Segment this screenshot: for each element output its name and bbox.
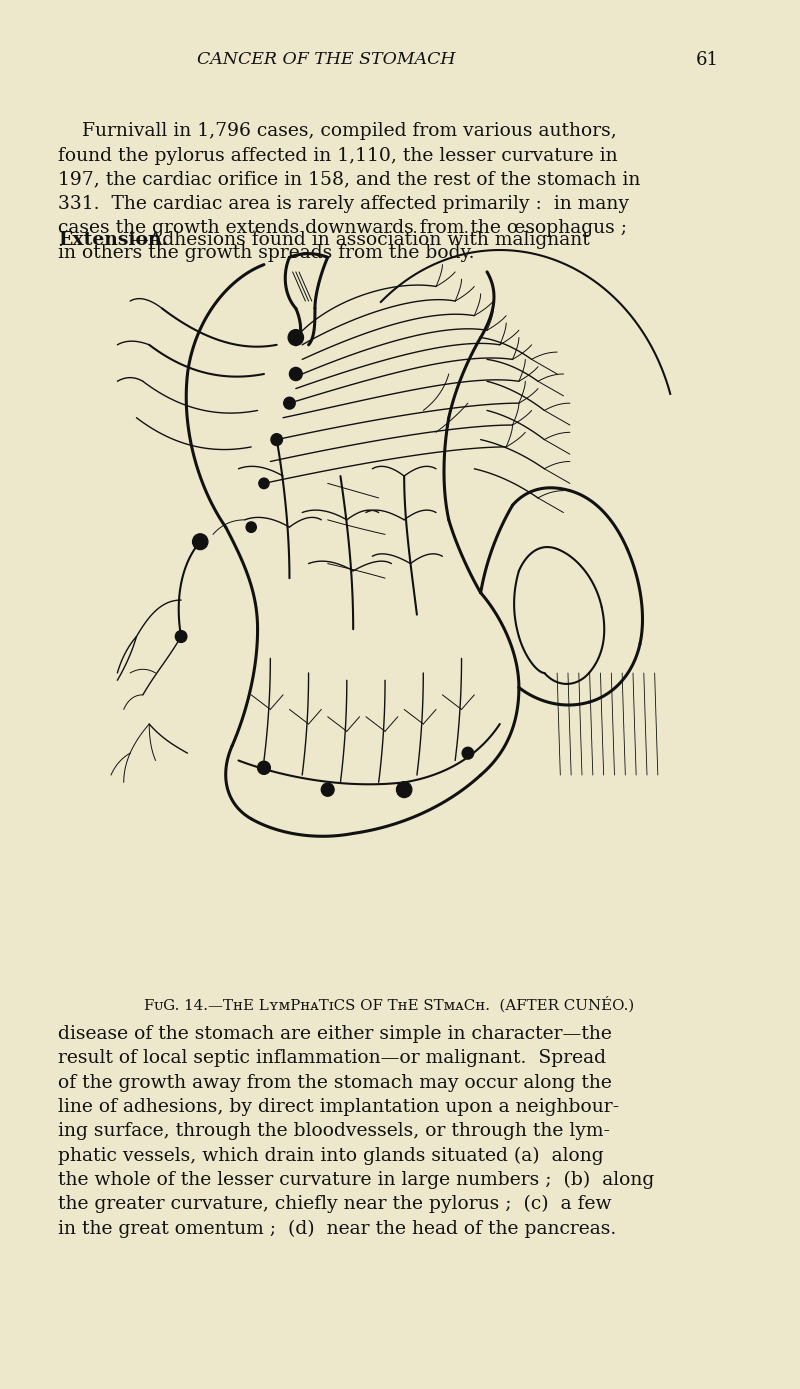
Text: in the great omentum ;  (d)  near the head of the pancreas.: in the great omentum ; (d) near the head… <box>58 1220 617 1238</box>
Text: disease of the stomach are either simple in character—the: disease of the stomach are either simple… <box>58 1025 612 1043</box>
Text: 331.  The cardiac area is rarely affected primarily :  in many: 331. The cardiac area is rarely affected… <box>58 194 630 213</box>
Text: —Adhesions found in association with malignant: —Adhesions found in association with mal… <box>130 231 590 249</box>
Circle shape <box>322 783 334 796</box>
Text: 197, the cardiac orifice in 158, and the rest of the stomach in: 197, the cardiac orifice in 158, and the… <box>58 171 641 189</box>
Text: the greater curvature, chiefly near the pylorus ;  (c)  a few: the greater curvature, chiefly near the … <box>58 1195 612 1214</box>
Circle shape <box>271 433 282 446</box>
Circle shape <box>258 761 270 774</box>
Circle shape <box>397 782 412 797</box>
Text: the whole of the lesser curvature in large numbers ;  (b)  along: the whole of the lesser curvature in lar… <box>58 1171 654 1189</box>
Text: cases the growth extends downwards from the œsophagus ;: cases the growth extends downwards from … <box>58 219 627 238</box>
Circle shape <box>193 533 208 550</box>
Text: of the growth away from the stomach may occur along the: of the growth away from the stomach may … <box>58 1074 612 1092</box>
Circle shape <box>175 631 187 643</box>
Text: ing surface, through the bloodvessels, or through the lym-: ing surface, through the bloodvessels, o… <box>58 1122 610 1140</box>
Circle shape <box>462 747 474 760</box>
Text: phatic vessels, which drain into glands situated (a)  along: phatic vessels, which drain into glands … <box>58 1147 604 1165</box>
Circle shape <box>259 478 269 489</box>
Text: result of local septic inflammation—or malignant.  Spread: result of local septic inflammation—or m… <box>58 1050 606 1067</box>
Text: Furnivall in 1,796 cases, compiled from various authors,: Furnivall in 1,796 cases, compiled from … <box>58 122 617 140</box>
Circle shape <box>246 522 256 532</box>
Circle shape <box>284 397 295 410</box>
Circle shape <box>288 329 303 346</box>
Text: found the pylorus affected in 1,110, the lesser curvature in: found the pylorus affected in 1,110, the… <box>58 146 618 164</box>
Text: CANCER OF THE STOMACH: CANCER OF THE STOMACH <box>197 51 456 68</box>
Text: in others the growth spreads from the body.: in others the growth spreads from the bo… <box>58 244 474 261</box>
Circle shape <box>290 368 302 381</box>
Text: Extension.: Extension. <box>58 231 169 249</box>
Text: line of adhesions, by direct implantation upon a neighbour-: line of adhesions, by direct implantatio… <box>58 1097 619 1115</box>
Text: FᴜG. 14.—TʜE LʏᴍPʜᴀTɪCS OF TʜE STᴍᴀCʜ.  (AFTER CUNÉO.): FᴜG. 14.—TʜE LʏᴍPʜᴀTɪCS OF TʜE STᴍᴀCʜ. (… <box>143 996 634 1013</box>
Text: 61: 61 <box>696 51 719 68</box>
